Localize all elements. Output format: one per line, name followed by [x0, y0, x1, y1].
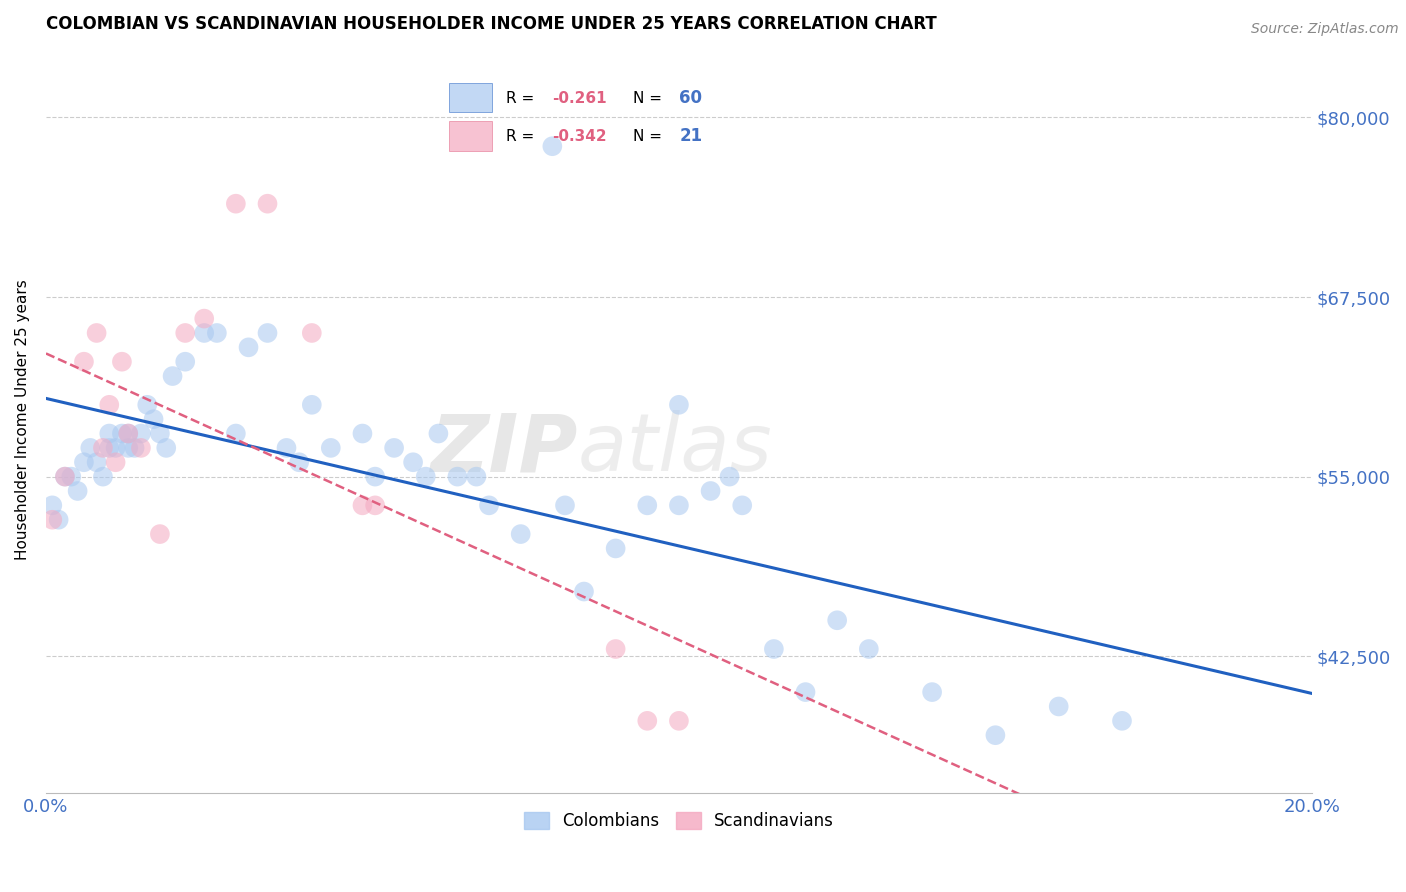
Point — [256, 326, 278, 340]
Point — [205, 326, 228, 340]
Point — [104, 441, 127, 455]
Point — [124, 441, 146, 455]
Point — [129, 441, 152, 455]
Point — [465, 469, 488, 483]
Point — [352, 499, 374, 513]
Point — [142, 412, 165, 426]
Text: ZIP: ZIP — [430, 410, 578, 488]
Point — [98, 398, 121, 412]
Point — [53, 469, 76, 483]
Point — [984, 728, 1007, 742]
Legend: Colombians, Scandinavians: Colombians, Scandinavians — [517, 805, 841, 837]
Point — [276, 441, 298, 455]
Point — [541, 139, 564, 153]
Point — [858, 642, 880, 657]
Point — [256, 196, 278, 211]
Point — [572, 584, 595, 599]
Point — [718, 469, 741, 483]
Point — [91, 469, 114, 483]
Point — [415, 469, 437, 483]
Point — [364, 499, 387, 513]
Point — [668, 714, 690, 728]
Point — [162, 369, 184, 384]
Point — [174, 326, 197, 340]
Point — [921, 685, 943, 699]
Text: atlas: atlas — [578, 410, 772, 488]
Point — [225, 426, 247, 441]
Point — [86, 326, 108, 340]
Y-axis label: Householder Income Under 25 years: Householder Income Under 25 years — [15, 279, 30, 559]
Point — [238, 340, 260, 354]
Point — [66, 483, 89, 498]
Point — [1047, 699, 1070, 714]
Point — [319, 441, 342, 455]
Point — [41, 499, 63, 513]
Point — [605, 541, 627, 556]
Point — [117, 426, 139, 441]
Text: COLOMBIAN VS SCANDINAVIAN HOUSEHOLDER INCOME UNDER 25 YEARS CORRELATION CHART: COLOMBIAN VS SCANDINAVIAN HOUSEHOLDER IN… — [46, 15, 936, 33]
Point — [668, 499, 690, 513]
Point — [98, 441, 121, 455]
Point — [225, 196, 247, 211]
Point — [86, 455, 108, 469]
Point — [382, 441, 405, 455]
Point — [731, 499, 754, 513]
Point — [73, 455, 96, 469]
Point — [402, 455, 425, 469]
Point — [117, 426, 139, 441]
Point — [98, 426, 121, 441]
Point — [149, 426, 172, 441]
Point — [636, 499, 658, 513]
Point — [605, 642, 627, 657]
Point — [53, 469, 76, 483]
Point — [193, 311, 215, 326]
Point — [364, 469, 387, 483]
Point — [288, 455, 311, 469]
Point — [794, 685, 817, 699]
Point — [352, 426, 374, 441]
Point — [668, 398, 690, 412]
Point — [149, 527, 172, 541]
Point — [155, 441, 177, 455]
Point — [117, 441, 139, 455]
Point — [762, 642, 785, 657]
Point — [41, 513, 63, 527]
Point — [554, 499, 576, 513]
Point — [825, 613, 848, 627]
Point — [636, 714, 658, 728]
Point — [509, 527, 531, 541]
Point — [73, 354, 96, 368]
Point — [301, 398, 323, 412]
Point — [478, 499, 501, 513]
Point — [446, 469, 468, 483]
Point — [129, 426, 152, 441]
Point — [60, 469, 83, 483]
Point — [48, 513, 70, 527]
Point — [91, 441, 114, 455]
Point — [136, 398, 159, 412]
Point — [79, 441, 101, 455]
Point — [174, 354, 197, 368]
Point — [111, 354, 134, 368]
Point — [193, 326, 215, 340]
Point — [699, 483, 721, 498]
Text: Source: ZipAtlas.com: Source: ZipAtlas.com — [1251, 22, 1399, 37]
Point — [427, 426, 450, 441]
Point — [111, 426, 134, 441]
Point — [1111, 714, 1133, 728]
Point — [104, 455, 127, 469]
Point — [301, 326, 323, 340]
